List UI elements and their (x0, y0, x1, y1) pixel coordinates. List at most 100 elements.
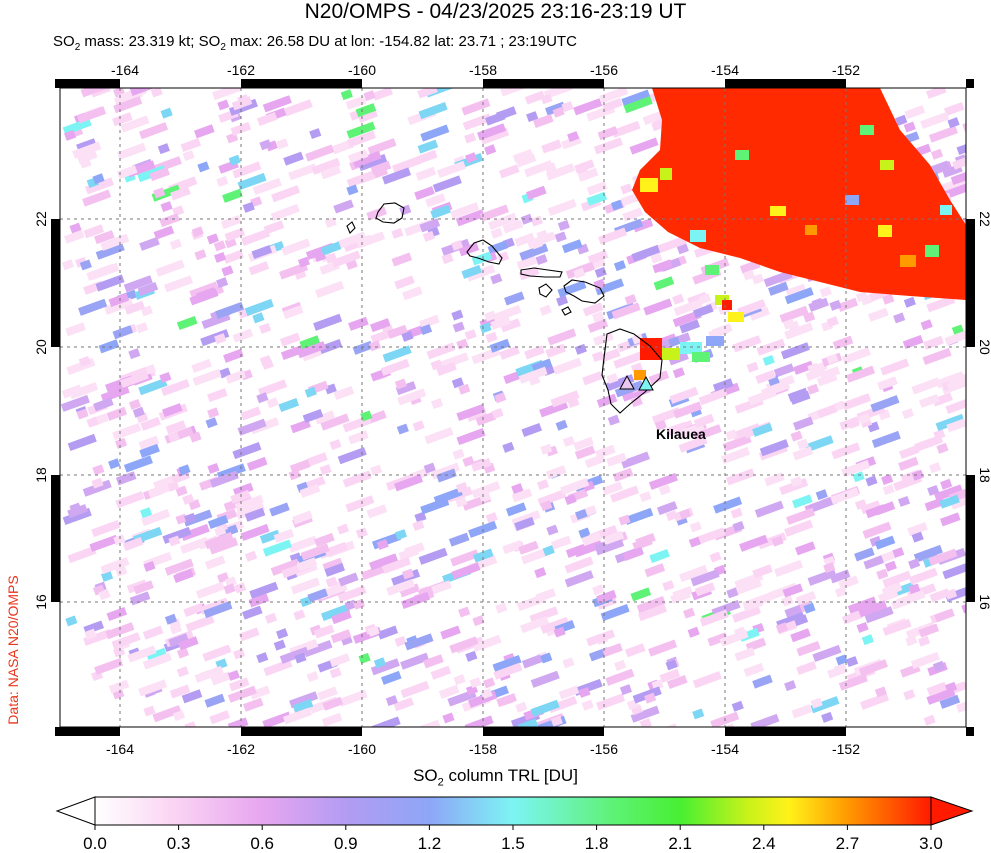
so2-pixel (528, 374, 541, 386)
colorbar-tick-label: 1.2 (418, 834, 442, 853)
so2-pixel (294, 652, 307, 664)
so2-pixel (204, 693, 226, 708)
lat-tick-right: 16 (977, 594, 991, 610)
so2-pixel (176, 647, 190, 659)
so2-pixel (573, 436, 594, 451)
so2-pixel (784, 287, 814, 305)
so2-pixel (180, 138, 202, 153)
so2-pixel (577, 167, 599, 182)
kilauea-triangle (638, 375, 654, 391)
so2-pixel (214, 251, 227, 263)
so2-pixel (79, 259, 92, 271)
so2-pixel (924, 497, 946, 512)
so2-pixel (263, 220, 285, 235)
so2-pixel (639, 718, 652, 727)
so2-pixel (222, 188, 243, 203)
so2-pixel (500, 88, 530, 97)
so2-pixel (143, 705, 156, 717)
so2-pixel (945, 396, 966, 415)
so2-pixel (552, 106, 565, 118)
so2-pixel (884, 560, 897, 572)
so2-pixel (629, 137, 659, 155)
so2-pixel (864, 606, 894, 624)
so2-pixel (545, 163, 575, 181)
so2-pixel (713, 496, 743, 514)
so2-pixel (732, 520, 745, 532)
so2-pixel (195, 581, 225, 599)
so2-pixel (346, 121, 376, 139)
so2-pixel (622, 547, 644, 562)
so2-pixel (854, 499, 868, 511)
colorbar-over-arrow (930, 796, 974, 826)
so2-pixel (698, 388, 728, 406)
so2-pixel (95, 274, 125, 292)
so2-pixel (548, 696, 578, 714)
so2-pixel (415, 166, 437, 181)
so2-pixel (810, 697, 823, 709)
so2-pixel (205, 417, 218, 429)
so2-pixel (194, 124, 215, 139)
so2-pixel (492, 655, 522, 673)
so2-pixel (115, 437, 128, 449)
so2-pixel (100, 385, 130, 403)
so2-pixel (784, 322, 814, 340)
so2-pixel (956, 695, 966, 713)
so2-pixel (516, 255, 538, 270)
so2-pixel (945, 588, 958, 600)
lanai-coast (538, 283, 553, 298)
so2-pixel (324, 562, 345, 577)
so2-pixel (796, 661, 817, 676)
so2-pixel (377, 625, 399, 640)
so2-pixel (592, 311, 605, 323)
so2-pixel (907, 522, 928, 537)
so2-pixel (881, 474, 894, 486)
so2-pixel (346, 130, 376, 148)
so2-pixel (693, 413, 715, 428)
so2-pixel (793, 416, 814, 431)
so2-pixel (852, 471, 865, 483)
so2-pixel (197, 161, 210, 173)
so2-pixel (925, 88, 947, 99)
so2-pixel (764, 472, 785, 487)
so2-pixel (908, 583, 921, 595)
so2-pixel (78, 298, 108, 316)
so2-pixel (191, 358, 212, 373)
so2-pixel (504, 291, 525, 306)
so2-plume (632, 88, 966, 380)
so2-pixel (320, 413, 350, 431)
so2-pixel (487, 240, 509, 255)
so2-pixel (331, 250, 361, 268)
so2-pixel (400, 680, 430, 699)
so2-pixel (613, 351, 643, 369)
so2-pixel (236, 502, 266, 520)
so2-pixel (480, 688, 493, 700)
so2-pixel (458, 606, 471, 618)
so2-pixel (471, 481, 501, 499)
so2-pixel (837, 297, 859, 312)
so2-pixel (307, 452, 328, 467)
so2-pixel (726, 587, 739, 599)
so2-pixel (815, 489, 828, 501)
so2-pixel (530, 699, 560, 717)
so2-pixel (944, 328, 966, 346)
so2-pixel (835, 654, 848, 666)
so2-pixel (355, 103, 377, 118)
so2-pixel (762, 354, 775, 366)
so2-pixel (518, 540, 539, 555)
so2-pixel (561, 101, 574, 113)
so2-pixel (106, 406, 128, 421)
so2-pixel (773, 363, 795, 378)
so2-pixel (692, 424, 722, 442)
so2-pixel (283, 707, 313, 725)
so2-pixel (752, 674, 773, 689)
maui-coast (563, 279, 605, 304)
so2-pixel (244, 507, 266, 522)
so2-pixel (743, 662, 765, 677)
so2-pixel (368, 340, 382, 352)
so2-pixel (180, 536, 210, 554)
so2-pixel (464, 132, 477, 144)
so2-pixel (945, 681, 958, 693)
so2-pixel (243, 697, 264, 712)
so2-pixel (244, 298, 274, 317)
so2-pixel (337, 585, 367, 603)
